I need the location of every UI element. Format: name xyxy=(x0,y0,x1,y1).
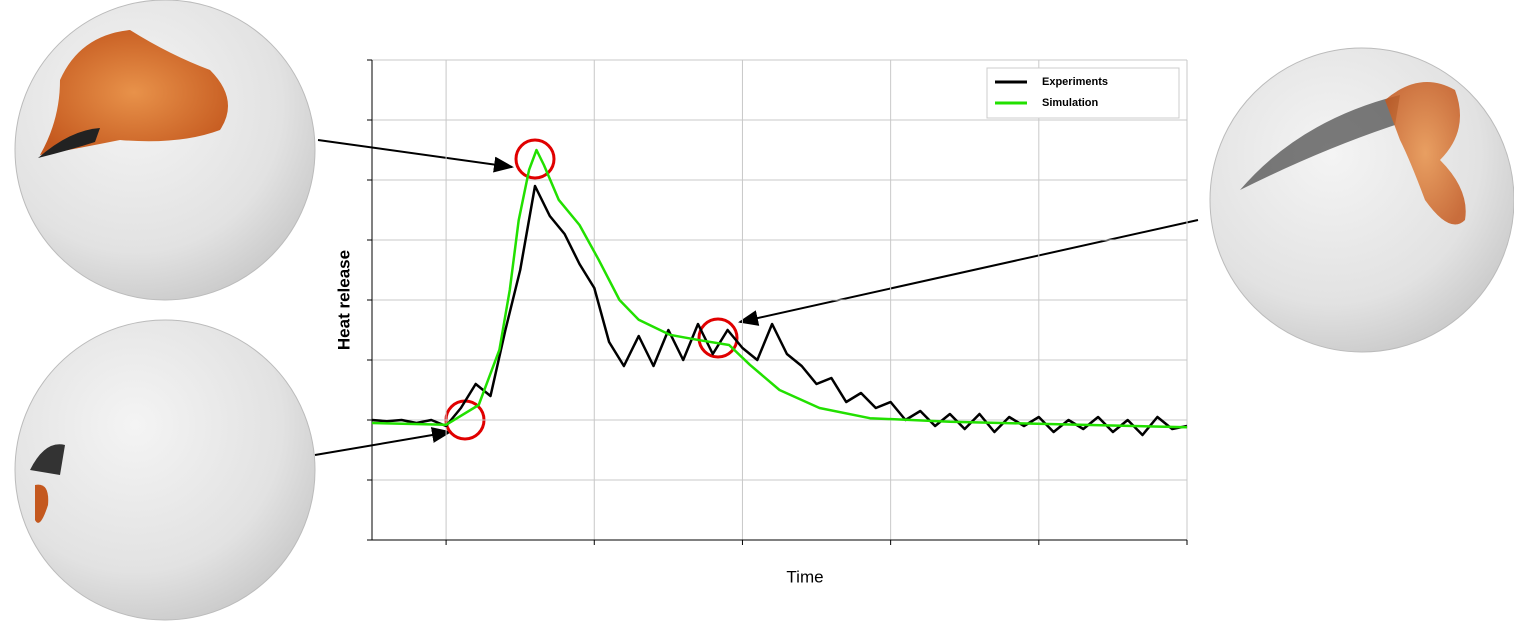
annotations xyxy=(314,138,1199,456)
x-axis-label: Time xyxy=(786,567,823,586)
legend-box xyxy=(986,67,1180,119)
line-series xyxy=(371,184,1188,437)
sphere-top-left xyxy=(14,0,316,301)
legend-label: Experiments xyxy=(1042,76,1108,88)
line-series xyxy=(371,148,1188,429)
y-axis-label: Heat release xyxy=(334,250,353,350)
plot-area: Experiments Simulation xyxy=(367,59,1188,545)
legend-label: Simulation xyxy=(1042,97,1099,109)
sphere-right xyxy=(1209,47,1514,353)
sphere-bottom-left xyxy=(14,319,316,621)
